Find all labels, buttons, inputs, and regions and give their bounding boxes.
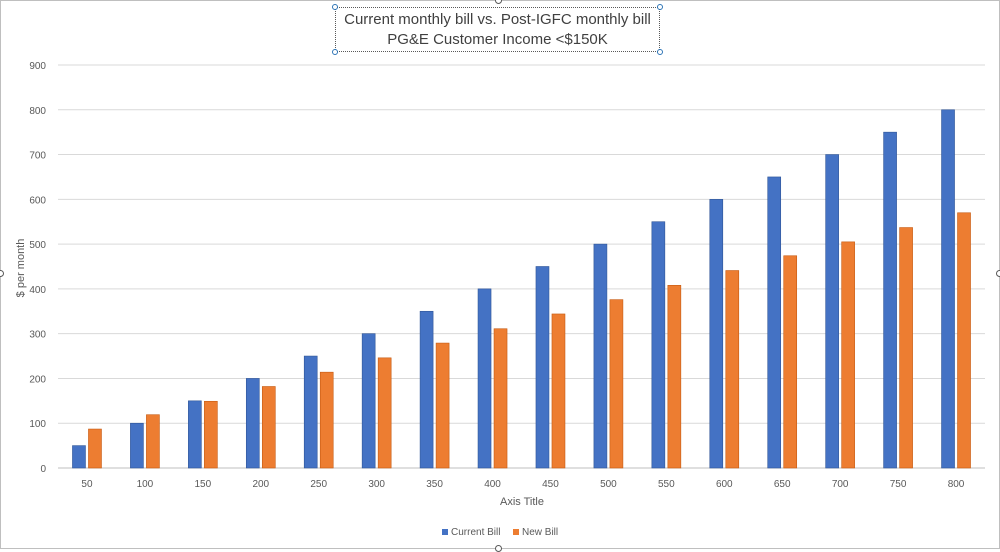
bar-new-bill-750[interactable]	[899, 227, 913, 469]
x-axis-title[interactable]: Axis Title	[500, 496, 544, 508]
bar-new-bill-500[interactable]	[609, 299, 624, 469]
bar-new-bill-650[interactable]	[783, 255, 798, 469]
bar-new-bill-700[interactable]	[841, 241, 855, 469]
x-tick-label: 600	[716, 479, 733, 490]
bar-current-bill-750[interactable]	[883, 131, 897, 469]
y-tick-label: 0	[40, 464, 46, 475]
y-tick-label: 500	[29, 240, 46, 251]
chart-subtitle: PG&E Customer Income <$150K	[387, 31, 608, 48]
bar-current-bill-350[interactable]	[419, 310, 434, 469]
bar-new-bill-450[interactable]	[551, 313, 566, 469]
y-tick-label: 600	[29, 195, 46, 206]
bar-new-bill-150[interactable]	[204, 400, 218, 469]
bar-new-bill-350[interactable]	[435, 342, 450, 469]
bar-new-bill-50[interactable]	[88, 428, 102, 469]
bar-new-bill-550[interactable]	[667, 285, 682, 469]
bar-current-bill-250[interactable]	[303, 355, 318, 469]
legend-swatch	[513, 529, 519, 535]
bar-current-bill-100[interactable]	[130, 422, 144, 469]
bar-current-bill-500[interactable]	[593, 243, 608, 469]
x-tick-label: 500	[600, 479, 617, 490]
chart-title-box[interactable]: Current monthly bill vs. Post-IGFC month…	[335, 7, 660, 52]
bar-new-bill-300[interactable]	[377, 357, 392, 469]
bar-current-bill-700[interactable]	[825, 154, 839, 469]
x-tick-label: 200	[252, 479, 269, 490]
legend[interactable]: Current Bill New Bill	[442, 527, 558, 538]
bars	[72, 109, 971, 469]
title-handle-bl[interactable]	[332, 49, 338, 55]
y-tick-label: 700	[29, 151, 46, 162]
resize-handle-left[interactable]	[0, 270, 4, 277]
bar-current-bill-800[interactable]	[941, 109, 955, 469]
x-tick-label: 650	[774, 479, 791, 490]
x-tick-label: 700	[832, 479, 849, 490]
legend-label: Current Bill	[451, 527, 500, 538]
chart-title: Current monthly bill vs. Post-IGFC month…	[344, 11, 651, 28]
bar-current-bill-400[interactable]	[477, 288, 492, 469]
y-tick-label: 200	[29, 374, 46, 385]
bar-current-bill-550[interactable]	[651, 221, 666, 469]
y-axis-ticks: 0 100 200 300 400 500 600 700 800 900	[29, 61, 46, 475]
x-tick-label: 100	[137, 479, 154, 490]
legend-label: New Bill	[522, 527, 558, 538]
resize-handle-right[interactable]	[996, 270, 1000, 277]
bar-current-bill-50[interactable]	[72, 445, 86, 469]
y-axis-title[interactable]: $ per month	[15, 239, 27, 298]
x-tick-label: 250	[310, 479, 327, 490]
x-tick-label: 550	[658, 479, 675, 490]
bar-new-bill-100[interactable]	[146, 414, 160, 469]
bar-new-bill-400[interactable]	[493, 328, 508, 469]
x-tick-label: 400	[484, 479, 501, 490]
bar-current-bill-450[interactable]	[535, 266, 550, 469]
title-handle-tl[interactable]	[332, 4, 338, 10]
bar-new-bill-800[interactable]	[957, 212, 971, 469]
bar-new-bill-600[interactable]	[725, 270, 740, 469]
y-tick-label: 400	[29, 285, 46, 296]
y-tick-label: 100	[29, 419, 46, 430]
x-tick-label: 350	[426, 479, 443, 490]
resize-handle-top[interactable]	[495, 0, 502, 4]
title-handle-tr[interactable]	[657, 4, 663, 10]
title-handle-br[interactable]	[657, 49, 663, 55]
bar-new-bill-200[interactable]	[261, 386, 276, 469]
y-tick-label: 300	[29, 330, 46, 341]
bar-current-bill-200[interactable]	[245, 378, 260, 469]
x-tick-label: 50	[81, 479, 93, 490]
x-tick-label: 750	[890, 479, 907, 490]
y-tick-label: 900	[29, 61, 46, 72]
x-tick-label: 150	[195, 479, 212, 490]
x-tick-label: 800	[948, 479, 965, 490]
legend-swatch	[442, 529, 448, 535]
bar-current-bill-650[interactable]	[767, 176, 782, 469]
bar-new-bill-250[interactable]	[319, 371, 334, 469]
x-tick-label: 450	[542, 479, 559, 490]
bar-current-bill-150[interactable]	[188, 400, 202, 469]
x-tick-label: 300	[368, 479, 385, 490]
x-axis-ticks: 50 100 150 200 250 300 350 400 450 500 550 600 650 70…	[81, 479, 964, 490]
bar-current-bill-300[interactable]	[361, 333, 376, 469]
bar-current-bill-600[interactable]	[709, 199, 724, 469]
y-tick-label: 800	[29, 106, 46, 117]
